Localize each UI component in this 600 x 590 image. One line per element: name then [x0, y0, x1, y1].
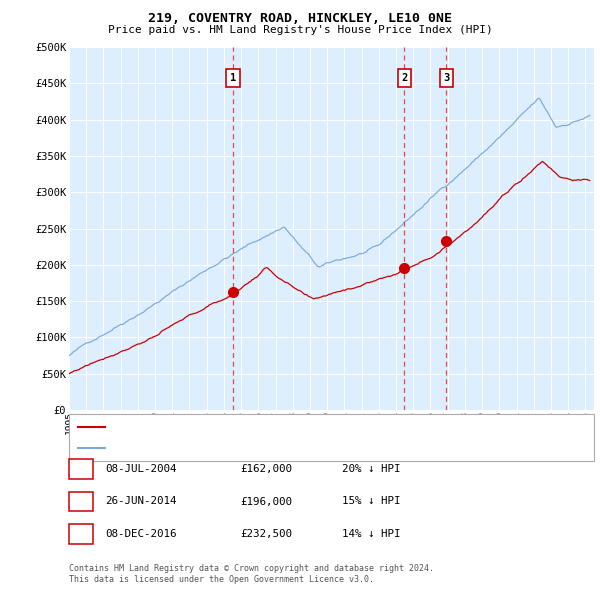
Text: 1: 1: [77, 464, 85, 474]
Text: £162,000: £162,000: [240, 464, 292, 474]
Text: £232,500: £232,500: [240, 529, 292, 539]
Text: 2: 2: [401, 73, 407, 83]
Text: 3: 3: [443, 73, 449, 83]
Text: 3: 3: [77, 529, 85, 539]
Text: 08-DEC-2016: 08-DEC-2016: [105, 529, 176, 539]
Text: 219, COVENTRY ROAD, HINCKLEY, LE10 0NE (detached house): 219, COVENTRY ROAD, HINCKLEY, LE10 0NE (…: [110, 422, 440, 432]
Text: This data is licensed under the Open Government Licence v3.0.: This data is licensed under the Open Gov…: [69, 575, 374, 584]
Text: Contains HM Land Registry data © Crown copyright and database right 2024.: Contains HM Land Registry data © Crown c…: [69, 565, 434, 573]
Text: Price paid vs. HM Land Registry's House Price Index (HPI): Price paid vs. HM Land Registry's House …: [107, 25, 493, 35]
Text: 08-JUL-2004: 08-JUL-2004: [105, 464, 176, 474]
Text: £196,000: £196,000: [240, 497, 292, 506]
Text: 219, COVENTRY ROAD, HINCKLEY, LE10 0NE: 219, COVENTRY ROAD, HINCKLEY, LE10 0NE: [148, 12, 452, 25]
Text: 2: 2: [77, 497, 85, 506]
Text: HPI: Average price, detached house, Hinckley and Bosworth: HPI: Average price, detached house, Hinc…: [110, 443, 452, 453]
Text: 20% ↓ HPI: 20% ↓ HPI: [342, 464, 401, 474]
Text: 14% ↓ HPI: 14% ↓ HPI: [342, 529, 401, 539]
Text: 26-JUN-2014: 26-JUN-2014: [105, 497, 176, 506]
Text: 15% ↓ HPI: 15% ↓ HPI: [342, 497, 401, 506]
Text: 1: 1: [230, 73, 236, 83]
